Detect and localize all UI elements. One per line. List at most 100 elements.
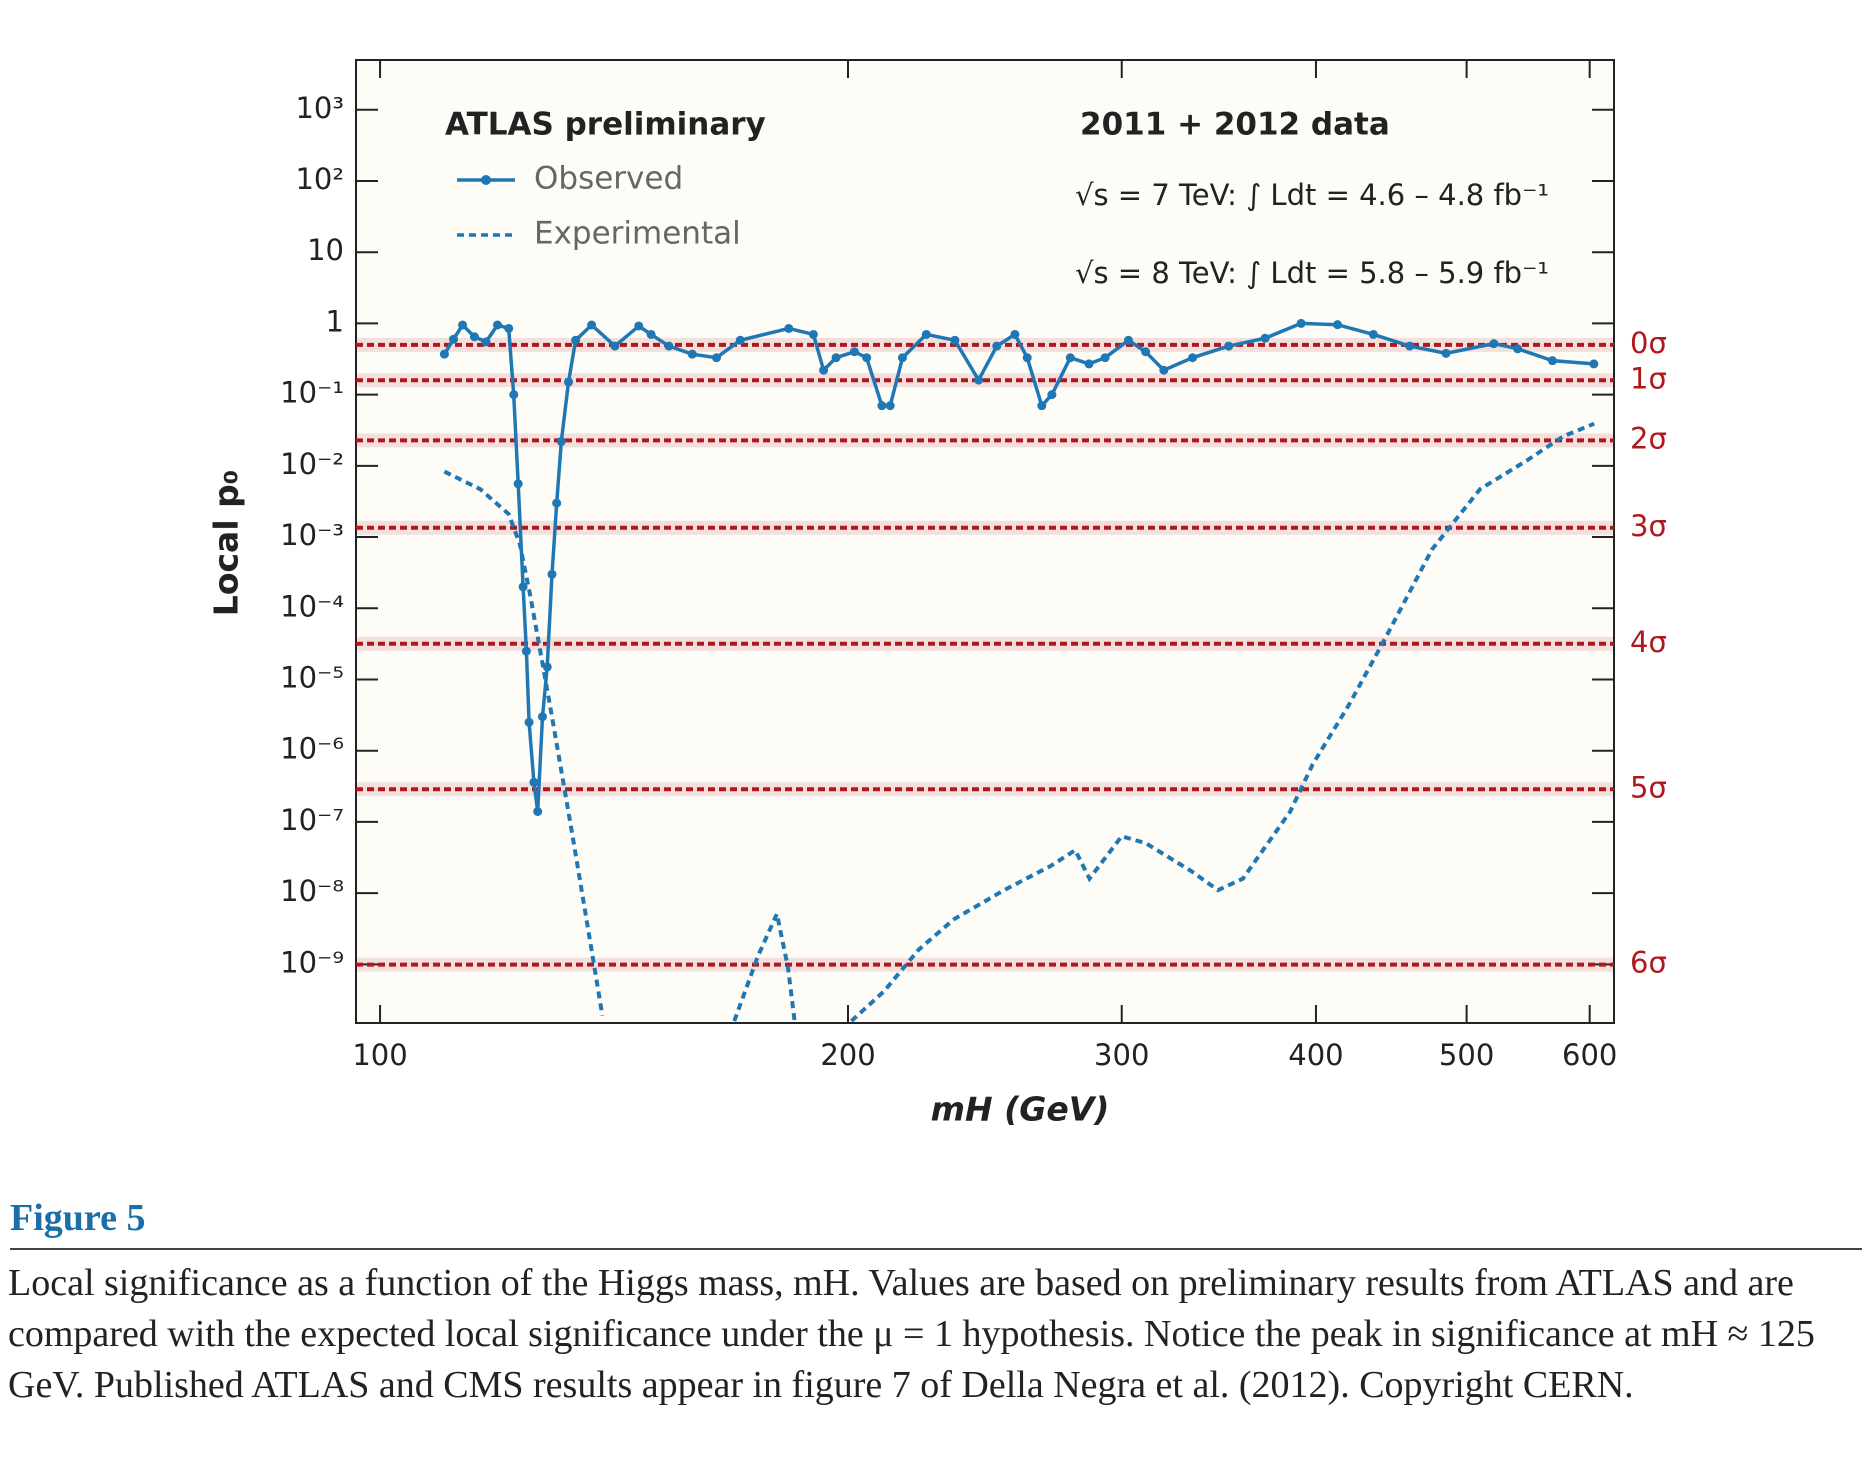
data-point bbox=[849, 347, 859, 357]
data-point bbox=[1260, 333, 1270, 343]
data-point bbox=[711, 353, 721, 363]
figure-label: Figure 5 bbox=[10, 1197, 146, 1239]
data-point bbox=[1188, 353, 1198, 363]
y-tick-label: 10 bbox=[307, 233, 344, 267]
data-point bbox=[529, 777, 539, 787]
y-tick-label: 10⁻⁶ bbox=[280, 732, 344, 766]
plot-area bbox=[356, 318, 1614, 1023]
data-point bbox=[808, 329, 818, 339]
y-tick-label: 10⁻⁷ bbox=[280, 803, 344, 837]
data-point bbox=[469, 332, 479, 342]
data-point bbox=[571, 335, 581, 345]
reference-label: 2σ bbox=[1630, 421, 1667, 455]
series-line bbox=[442, 321, 1594, 812]
data-point bbox=[492, 320, 502, 330]
annotation: √s = 7 TeV: ∫ Ldt = 4.6 – 4.8 fb⁻¹ bbox=[1075, 178, 1549, 212]
y-tick-label: 10⁻⁹ bbox=[280, 945, 344, 979]
y-tick-label: 10⁻³ bbox=[280, 518, 344, 552]
y-tick-label: 1 bbox=[326, 304, 344, 338]
y-tick-label: 10³ bbox=[295, 91, 344, 125]
x-tick-label: 600 bbox=[1562, 1038, 1617, 1072]
data-point bbox=[1333, 320, 1343, 330]
data-point bbox=[877, 401, 887, 411]
y-tick-label: 10⁻¹ bbox=[280, 376, 344, 410]
data-point bbox=[1368, 329, 1378, 339]
data-point bbox=[1123, 335, 1133, 345]
y-tick-label: 10² bbox=[295, 162, 344, 196]
data-point bbox=[819, 365, 829, 375]
data-point bbox=[587, 320, 597, 330]
data-point bbox=[547, 569, 557, 579]
data-point bbox=[1100, 353, 1110, 363]
y-axis-label: Local p₀ bbox=[207, 470, 246, 616]
data-point bbox=[1489, 339, 1499, 349]
data-point bbox=[1513, 344, 1523, 354]
x-axis-label: mH (GeV) bbox=[931, 1090, 1110, 1129]
data-point bbox=[974, 375, 984, 385]
data-point bbox=[950, 335, 960, 345]
data-point bbox=[509, 390, 519, 400]
series-line bbox=[443, 421, 1595, 1023]
plot-frame bbox=[355, 59, 1615, 1024]
data-point bbox=[449, 334, 459, 344]
data-point bbox=[992, 341, 1002, 351]
legend-marker bbox=[481, 175, 491, 185]
x-tick-label: 500 bbox=[1439, 1038, 1494, 1072]
reference-label: 6σ bbox=[1630, 946, 1667, 980]
data-point bbox=[518, 582, 528, 592]
data-point bbox=[1065, 353, 1075, 363]
data-point bbox=[1047, 390, 1057, 400]
data-point bbox=[1141, 347, 1151, 357]
x-tick-label: 300 bbox=[1094, 1038, 1149, 1072]
data-point bbox=[481, 337, 491, 347]
data-point bbox=[458, 320, 468, 330]
data-point bbox=[735, 335, 745, 345]
y-tick-label: 10⁻⁸ bbox=[280, 874, 344, 908]
y-tick-label: 10⁻⁴ bbox=[280, 589, 344, 623]
reference-label: 5σ bbox=[1630, 770, 1667, 804]
data-point bbox=[564, 377, 574, 387]
data-point bbox=[610, 341, 620, 351]
legend-title: ATLAS preliminary bbox=[445, 107, 766, 143]
rule bbox=[10, 1248, 1862, 1250]
data-point bbox=[533, 806, 543, 816]
data-point bbox=[556, 436, 566, 446]
data-point bbox=[897, 353, 907, 363]
data-point bbox=[634, 321, 644, 331]
chart: ATLAS preliminary 2011 + 2012 data √s = … bbox=[207, 59, 1667, 1129]
data-point bbox=[885, 401, 895, 411]
annotation: 2011 + 2012 data bbox=[1080, 107, 1390, 143]
figure-caption: Local significance as a function of the … bbox=[8, 1262, 1815, 1406]
reference-label: 3σ bbox=[1630, 509, 1667, 543]
data-point bbox=[646, 329, 656, 339]
data-point bbox=[513, 479, 523, 489]
data-point bbox=[552, 498, 562, 508]
data-point bbox=[862, 353, 872, 363]
data-point bbox=[1405, 341, 1415, 351]
y-tick-label: 10⁻² bbox=[280, 447, 344, 481]
data-point bbox=[1159, 365, 1169, 375]
data-point bbox=[1037, 401, 1047, 411]
data-point bbox=[1084, 359, 1094, 369]
data-point bbox=[1296, 318, 1306, 328]
data-point bbox=[524, 717, 534, 727]
data-point bbox=[664, 341, 674, 351]
data-point bbox=[439, 349, 449, 359]
x-tick-label: 100 bbox=[352, 1038, 407, 1072]
reference-label: 1σ bbox=[1630, 361, 1667, 395]
data-point bbox=[831, 353, 841, 363]
data-point bbox=[1224, 341, 1234, 351]
reference-label: 0σ bbox=[1630, 326, 1667, 360]
data-point bbox=[1441, 348, 1451, 358]
data-point bbox=[921, 329, 931, 339]
data-point bbox=[1589, 359, 1599, 369]
data-point bbox=[504, 323, 514, 333]
x-tick-label: 200 bbox=[820, 1038, 875, 1072]
legend-label: Observed bbox=[534, 161, 683, 197]
x-tick-label: 400 bbox=[1288, 1038, 1343, 1072]
legend-label: Experimental bbox=[534, 216, 741, 252]
data-point bbox=[521, 646, 531, 656]
data-point bbox=[542, 662, 552, 672]
data-point bbox=[687, 349, 697, 359]
y-tick-label: 10⁻⁵ bbox=[280, 660, 344, 694]
